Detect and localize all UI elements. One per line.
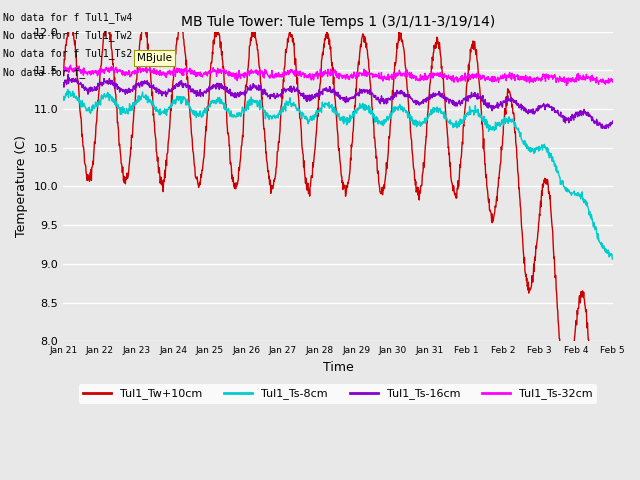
Text: MBjule: MBjule xyxy=(138,53,172,63)
X-axis label: Time: Time xyxy=(323,360,353,373)
Title: MB Tule Tower: Tule Temps 1 (3/1/11-3/19/14): MB Tule Tower: Tule Temps 1 (3/1/11-3/19… xyxy=(181,15,495,29)
Y-axis label: Temperature (C): Temperature (C) xyxy=(15,135,28,237)
Text: No data for f_: No data for f_ xyxy=(3,67,86,78)
Text: No data for f Tul1_Tw4: No data for f Tul1_Tw4 xyxy=(3,12,132,23)
Text: No data for f Tul1_Ts2: No data for f Tul1_Ts2 xyxy=(3,48,132,60)
Legend: Tul1_Tw+10cm, Tul1_Ts-8cm, Tul1_Ts-16cm, Tul1_Ts-32cm: Tul1_Tw+10cm, Tul1_Ts-8cm, Tul1_Ts-16cm,… xyxy=(79,384,597,404)
Text: No data for f Tul1_Tw2: No data for f Tul1_Tw2 xyxy=(3,30,132,41)
